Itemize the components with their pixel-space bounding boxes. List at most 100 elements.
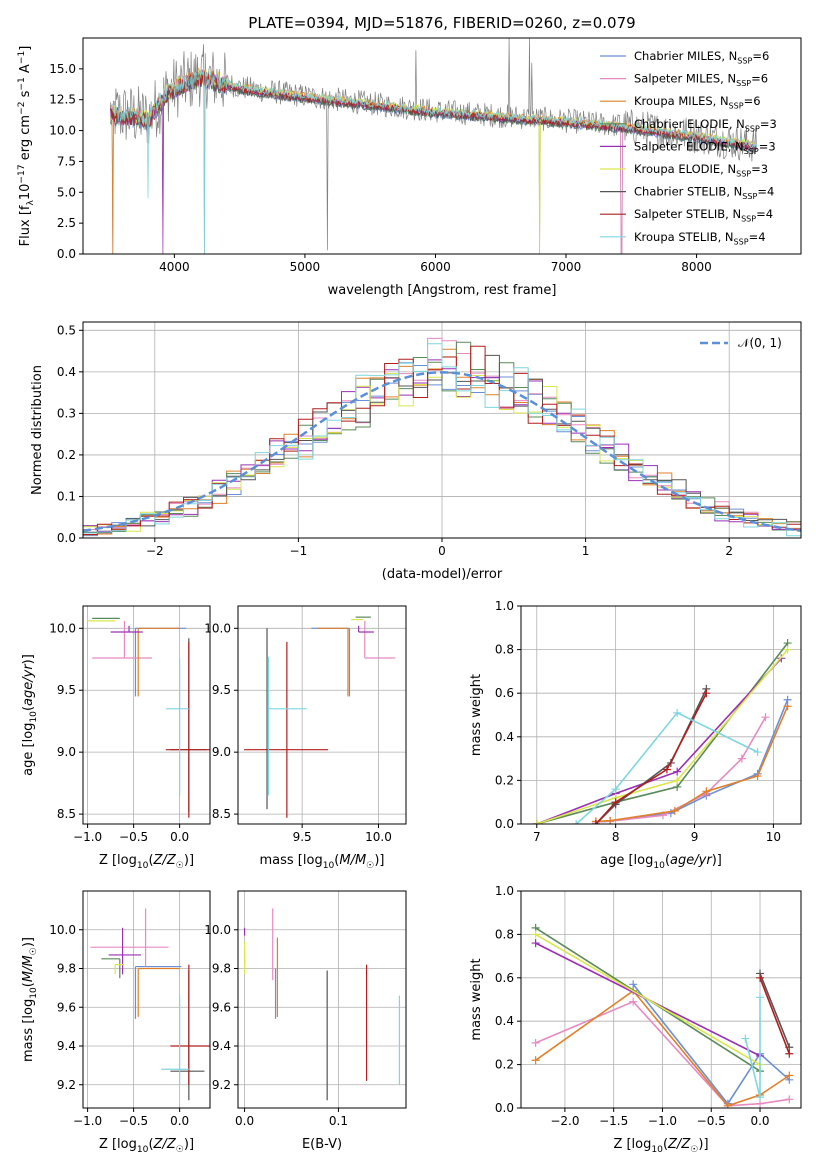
x-axis-label: (data-model)/error [382,567,503,582]
y-tick-label: 9.6 [57,1000,76,1014]
y-tick-label: 9.5 [212,683,231,697]
axes-frame [237,890,407,1109]
y-tick-label: 12.5 [49,93,76,107]
legend-entry: Kroupa MILES, NSSP=6 [634,94,761,110]
panel-spectrum: 4000 5000 6000 7000 8000 0.0 2.5 5.0 7.5 10.0 12.5… [17,37,802,298]
panel-mass_vs_ebv: 0.0 0.1 9.2 9.4 9.6 9.8 10.0 E(B-V) [204,890,407,1152]
legend-entry: Salpeter STELIB, NSSP=4 [634,207,773,223]
x-tick-label: 0.1 [329,1114,348,1128]
y-tick-label: 9.6 [212,1000,231,1014]
legend: 𝒩(0, 1) [700,336,782,350]
axes-frame [82,890,211,1109]
y-tick-label: 8.5 [212,807,231,821]
y-tick-label: 0.0 [495,1101,514,1115]
error-bar [165,641,210,818]
y-tick-label: 1.0 [495,599,514,613]
y-tick-label: 9.0 [212,745,231,759]
y-tick-label: 9.0 [57,745,76,759]
x-axis-label: mass [log10(M/M☉)] [260,853,385,871]
y-tick-label: 0.6 [495,686,514,700]
legend-entry: Salpeter MILES, NSSP=6 [634,72,768,88]
error-bar [364,620,396,659]
y-tick-label: 0.4 [57,365,76,379]
figure-title: PLATE=0394, MJD=51876, FIBERID=0260, z=0… [248,14,635,32]
panel-mass_vs_Z: −1.0 −0.5 0.0 9.2 9.4 9.6 9.8 10.0 Z [log10(Z/Z☉… [21,890,211,1155]
data-point [673,708,682,717]
data-point [673,776,682,785]
weight-line [536,657,782,824]
plot-area [244,616,396,818]
x-tick-label: 9 [691,830,699,844]
y-tick-label: 0.8 [495,643,514,657]
plot-area [532,639,792,824]
error-bar [90,908,169,967]
weight-line [575,711,758,824]
x-tick-label: 0 [438,544,446,558]
y-tick-label: 0.0 [495,817,514,831]
residual-histogram [83,337,801,531]
model-spectrum [110,67,757,254]
plot-area [110,38,757,254]
y-tick-label: 0.0 [57,531,76,545]
x-tick-label: 10 [766,830,781,844]
gaussian-curve [83,371,801,532]
weight-line [595,716,767,823]
y-tick-label: 0.8 [495,927,514,941]
data-point [611,798,620,807]
y-tick-label: 0.0 [57,247,76,261]
error-bar [92,620,153,659]
y-tick-label: 9.4 [212,1039,231,1053]
x-axis-label: age [log10(age/yr)] [600,853,722,871]
data-point [756,973,765,982]
x-axis-label: E(B-V) [302,1137,342,1152]
data-point [702,689,711,698]
y-tick-label: 9.2 [212,1078,231,1092]
y-tick-label: 7.5 [57,154,76,168]
x-tick-label: −0.5 [697,1114,726,1128]
y-tick-label: 5.0 [57,185,76,199]
y-tick-label: 0.2 [495,1058,514,1072]
panel-mass_weight_vs_Z: −2.0 −1.5 −1.0 −0.5 0.0 0.0 0.2 0.4 0.6 0.8 1.0 Z [… [469,884,802,1155]
data-point [785,1095,794,1104]
y-tick-label: 10.0 [204,621,231,635]
data-point [591,820,600,824]
data-point [531,930,540,939]
panel-residuals: −2 −1 0 1 2 0.0 0.1 0.2 0.3 0.4 0.5 𝒩(0, 1) (data-mo… [30,321,802,582]
weight-line [632,983,790,1106]
panel-age_vs_mass: 9.5 10.0 8.5 9.0 9.5 10.0 mass [log10(M/M☉)] [204,605,407,871]
error-bar [114,964,125,975]
error-bar [101,958,121,979]
y-tick-label: 8.5 [57,807,76,821]
y-tick-label: 0.1 [57,489,76,503]
axes-frame [520,605,802,825]
legend-entry: Chabrier STELIB, NSSP=4 [634,185,774,201]
y-tick-label: 0.2 [57,448,76,462]
error-bar [170,964,210,1085]
data-point [629,997,638,1006]
y-tick-label: 0.6 [495,971,514,985]
data-point [531,939,540,948]
error-bar [161,995,189,1085]
legend-entry: Chabrier MILES, NSSP=6 [634,49,769,65]
x-tick-label: −1.0 [73,830,102,844]
x-tick-label: 7 [533,830,541,844]
data-point [783,645,792,654]
weight-line [744,997,761,1098]
error-bar [134,965,182,1019]
y-axis-label: mass [log10(M/M☉)] [21,937,39,1062]
x-tick-label: 9.5 [293,830,312,844]
x-tick-label: −0.5 [119,1114,148,1128]
plot-area [90,908,210,1101]
data-point [606,816,615,824]
error-bar [358,625,374,633]
x-tick-label: 8 [612,830,620,844]
x-tick-label: 7000 [551,260,582,274]
y-tick-label: 10.0 [49,923,76,937]
weight-line [536,649,789,824]
legend-entry: Salpeter ELODIE, NSSP=3 [634,139,776,155]
error-bar [170,970,205,1101]
legend-entry: Kroupa STELIB, NSSP=4 [634,230,766,246]
x-axis-label: Z [log10(Z/Z☉)] [613,1137,708,1155]
y-tick-label: 0.5 [57,323,76,337]
